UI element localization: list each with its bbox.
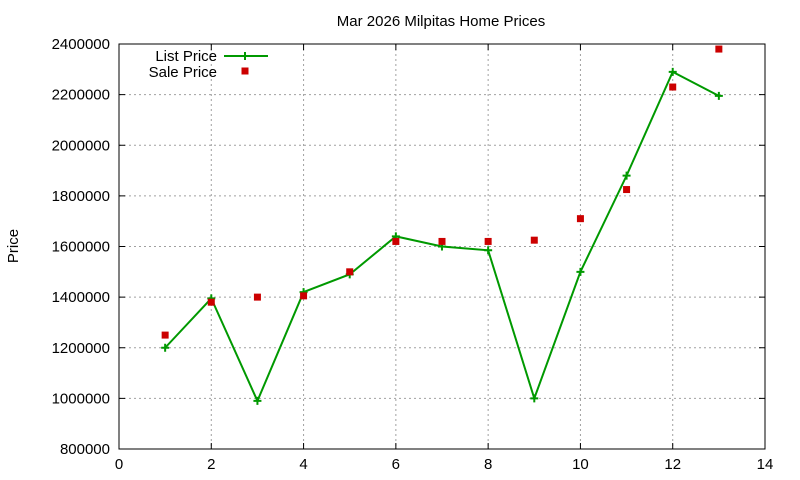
sale-price-point: [346, 268, 354, 276]
y-tick-label: 2200000: [52, 87, 110, 104]
legend-marker-list-price: [241, 52, 249, 60]
x-tick-label: 2: [207, 456, 215, 473]
x-tick-label: 14: [757, 456, 774, 473]
x-tick-label: 10: [572, 456, 589, 473]
list-price-point: [253, 396, 262, 405]
list-price-point: [576, 267, 585, 276]
sale-price-point: [253, 293, 261, 301]
plot-series: [161, 45, 723, 405]
list-price-point: [668, 67, 677, 76]
list-price-point: [530, 394, 539, 403]
legend-label-sale-price: Sale Price: [149, 64, 217, 81]
sale-price-point: [300, 292, 308, 300]
chart-title: Mar 2026 Milpitas Home Prices: [337, 13, 545, 30]
y-tick-label: 1200000: [52, 340, 110, 357]
legend-label-list-price: List Price: [155, 48, 217, 65]
x-tick-label: 8: [484, 456, 492, 473]
y-tick-label: 800000: [60, 441, 110, 458]
y-axis-label: Price: [5, 229, 22, 263]
sale-price-point: [438, 237, 446, 245]
legend: List Price Sale Price: [149, 48, 268, 81]
list-price-point: [622, 171, 631, 180]
sale-price-point: [530, 236, 538, 244]
list-price-point: [714, 91, 723, 100]
sale-price-point: [669, 83, 677, 91]
sale-price-point: [715, 45, 723, 53]
plot-frame: [118, 43, 766, 450]
list-price-line: [164, 70, 720, 404]
sale-price-point: [161, 331, 169, 339]
x-tick-label: 4: [299, 456, 307, 473]
y-tick-label: 2400000: [52, 36, 110, 53]
x-tick-label: 0: [115, 456, 123, 473]
sale-price-point: [623, 186, 631, 194]
sale-price-point: [392, 237, 400, 245]
list-price-point: [484, 246, 493, 255]
x-tick-label: 12: [664, 456, 681, 473]
sale-price-point: [207, 298, 215, 306]
list-price-point: [161, 343, 170, 352]
axis-ticks: 0 2 4 6 8 10 12 14 800000 1000000 1200000 1400000 16…: [52, 36, 774, 473]
y-tick-label: 1400000: [52, 289, 110, 306]
sale-price-point: [484, 237, 492, 245]
legend-marker-sale-price: [241, 67, 249, 75]
y-tick-label: 2000000: [52, 137, 110, 154]
y-tick-label: 1800000: [52, 188, 110, 205]
x-tick-label: 6: [392, 456, 400, 473]
sale-price-point: [576, 215, 584, 223]
y-tick-label: 1000000: [52, 390, 110, 407]
y-tick-label: 1600000: [52, 239, 110, 256]
